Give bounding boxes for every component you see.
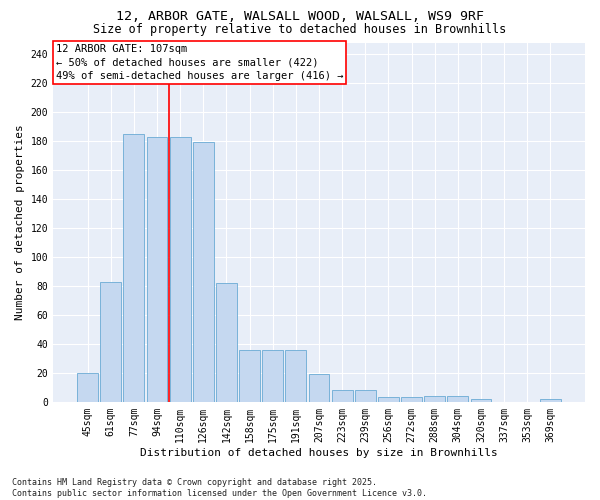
Bar xyxy=(216,283,237,402)
Bar xyxy=(355,390,376,402)
Bar xyxy=(193,142,214,402)
Bar xyxy=(146,136,167,402)
Bar xyxy=(332,390,353,402)
Bar xyxy=(262,350,283,402)
Text: 12, ARBOR GATE, WALSALL WOOD, WALSALL, WS9 9RF: 12, ARBOR GATE, WALSALL WOOD, WALSALL, W… xyxy=(116,10,484,23)
Bar xyxy=(448,396,468,402)
Bar xyxy=(470,399,491,402)
Text: Size of property relative to detached houses in Brownhills: Size of property relative to detached ho… xyxy=(94,22,506,36)
Bar xyxy=(308,374,329,402)
Text: 12 ARBOR GATE: 107sqm
← 50% of detached houses are smaller (422)
49% of semi-det: 12 ARBOR GATE: 107sqm ← 50% of detached … xyxy=(56,44,343,80)
Bar xyxy=(540,399,561,402)
Text: Contains HM Land Registry data © Crown copyright and database right 2025.
Contai: Contains HM Land Registry data © Crown c… xyxy=(12,478,427,498)
Bar xyxy=(239,350,260,402)
Bar xyxy=(100,282,121,402)
Bar xyxy=(378,398,399,402)
Bar xyxy=(424,396,445,402)
Bar xyxy=(170,136,191,402)
X-axis label: Distribution of detached houses by size in Brownhills: Distribution of detached houses by size … xyxy=(140,448,498,458)
Bar xyxy=(286,350,306,402)
Bar xyxy=(77,373,98,402)
Bar xyxy=(401,398,422,402)
Y-axis label: Number of detached properties: Number of detached properties xyxy=(15,124,25,320)
Bar xyxy=(124,134,145,402)
